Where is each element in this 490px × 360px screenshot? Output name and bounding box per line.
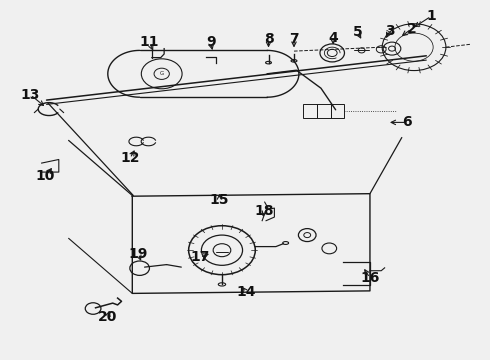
Text: 18: 18: [255, 204, 274, 217]
Text: 4: 4: [328, 31, 338, 45]
Text: 11: 11: [140, 36, 159, 49]
Text: 17: 17: [190, 251, 210, 264]
Text: 6: 6: [402, 116, 412, 129]
Text: 20: 20: [98, 310, 118, 324]
Bar: [303, 104, 317, 118]
Bar: [331, 104, 344, 118]
Text: 1: 1: [426, 9, 436, 23]
Text: 10: 10: [35, 170, 55, 183]
Text: 13: 13: [21, 88, 40, 102]
Bar: [317, 104, 331, 118]
Text: 19: 19: [128, 247, 148, 261]
Text: 3: 3: [385, 24, 394, 38]
Text: 5: 5: [353, 26, 363, 39]
Text: G: G: [160, 71, 164, 76]
Text: 12: 12: [120, 152, 140, 165]
Text: 9: 9: [206, 36, 216, 49]
Text: 2: 2: [407, 22, 416, 36]
Text: 16: 16: [360, 271, 380, 285]
Text: 7: 7: [289, 32, 299, 46]
Text: 8: 8: [264, 32, 273, 46]
Text: 14: 14: [236, 285, 256, 299]
Text: 15: 15: [210, 193, 229, 207]
